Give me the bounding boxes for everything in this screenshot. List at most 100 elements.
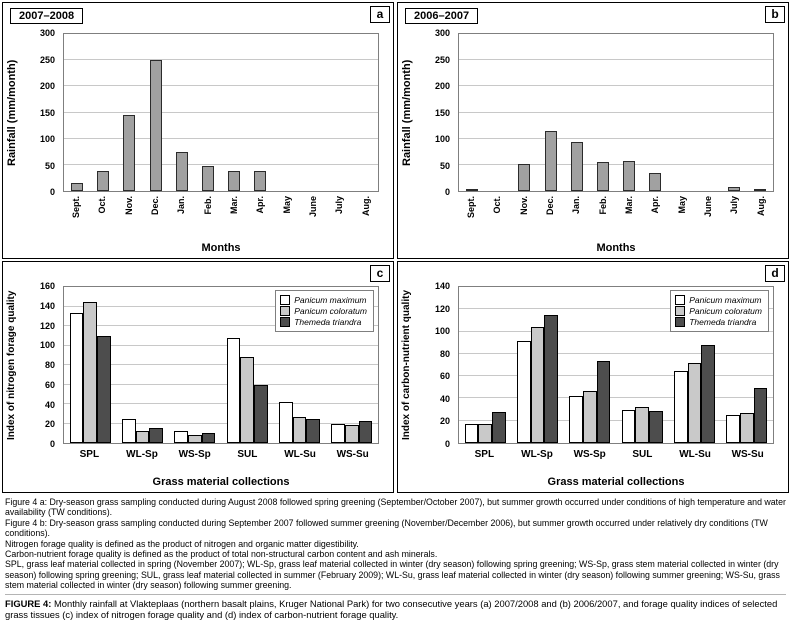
x-tick: Dec. — [142, 194, 168, 234]
bar — [649, 173, 662, 191]
caption-note-b: Figure 4 b: Dry-season grass sampling co… — [5, 517, 768, 539]
legend-label: Panicum coloratum — [294, 306, 367, 316]
bar — [596, 360, 611, 443]
bar — [701, 344, 715, 443]
bars — [64, 34, 378, 191]
bar — [254, 171, 267, 191]
chart-b-x-ticks: Sept. Oct. Nov. Dec. Jan. Feb. Mar. Apr. May June… — [458, 194, 774, 234]
bar — [97, 171, 110, 191]
x-tick: Aug. — [748, 194, 774, 234]
bar — [135, 431, 150, 443]
legend: Panicum maximum Panicum coloratum Themeda … — [670, 290, 769, 332]
x-tick: June — [695, 194, 721, 234]
x-tick: July — [326, 194, 352, 234]
bar — [544, 314, 558, 443]
bar — [331, 424, 345, 443]
chart-b-year-label: 2006–2007 — [405, 8, 479, 24]
chart-a-year-label: 2007–2008 — [10, 8, 84, 24]
bar — [201, 433, 216, 443]
y-tick-label: 0 — [444, 439, 450, 449]
bar-group-WL-Sp — [116, 287, 168, 443]
chart-d-y-axis-title: Index of carbon-nutrient quality — [401, 290, 412, 441]
legend-swatch — [675, 317, 686, 327]
chart-a-y-axis-title: Rainfall (mm/month) — [6, 59, 18, 166]
bar — [478, 424, 492, 443]
gridline — [64, 111, 378, 113]
bar — [71, 183, 84, 191]
x-tick-label: Jan. — [571, 196, 582, 215]
y-tick-label: 50 — [439, 160, 450, 171]
x-tick-label: WL-Sp — [126, 449, 158, 460]
y-tick-label: 40 — [439, 393, 450, 404]
gridline — [459, 397, 773, 399]
bar — [621, 409, 636, 443]
bar-group-SUL — [616, 287, 668, 443]
legend-swatch — [675, 295, 686, 305]
gridline — [459, 85, 773, 87]
x-tick: SPL — [63, 447, 116, 462]
bar — [753, 189, 766, 191]
x-tick: WL-Su — [669, 447, 722, 462]
bar-group-SUL — [221, 287, 273, 443]
chart-d-x-axis-title: Grass material collections — [547, 476, 685, 488]
chart-a-x-axis-title: Months — [201, 242, 241, 254]
bar-group-Nov — [116, 34, 142, 191]
bar-group-July — [326, 34, 352, 191]
bar — [228, 171, 241, 191]
x-tick: Jan. — [563, 194, 589, 234]
bar — [491, 411, 506, 443]
bar — [464, 424, 479, 443]
gridline — [459, 163, 773, 165]
x-tick: Apr. — [642, 194, 668, 234]
bar-group-Aug — [352, 34, 378, 191]
chart-panel-c: c Index of nitrogen forage quality 0 20 40… — [2, 261, 394, 493]
bar-group-Dec — [538, 34, 564, 191]
x-tick-label: Dec. — [150, 196, 161, 216]
y-tick-label: 0 — [49, 439, 55, 449]
x-tick: July — [721, 194, 747, 234]
chart-d-x-ticks: SPL WL-Sp WS-Sp SUL WL-Su WS-Su — [458, 447, 774, 462]
caption-note-a: Figure 4 a: Dry-season grass sampling co… — [5, 497, 786, 518]
y-tick-label: 20 — [44, 419, 55, 430]
gridline — [64, 403, 378, 404]
bar-group-Jan — [564, 34, 590, 191]
y-tick-label: 300 — [434, 28, 450, 38]
x-tick-label: Apr. — [650, 196, 661, 214]
legend-swatch — [280, 317, 291, 327]
x-tick-label: WS-Su — [731, 449, 764, 460]
figure-title-text: Monthly rainfall at Vlakteplaas (norther… — [5, 597, 778, 620]
bar — [583, 390, 597, 443]
y-tick-label: 80 — [439, 348, 450, 359]
chart-d-plot-area: Panicum maximum Panicum coloratum Themeda … — [458, 286, 774, 444]
x-tick-label: SUL — [632, 449, 653, 460]
bar-group-Dec — [143, 34, 169, 191]
x-tick-label: Feb. — [202, 196, 213, 215]
figure-caption: Figure 4 a: Dry-season grass sampling co… — [5, 497, 786, 620]
x-tick: WL-Su — [274, 447, 327, 462]
bar-group-WS-Su — [721, 287, 773, 443]
y-tick-label: 140 — [39, 300, 55, 311]
gridline — [459, 111, 773, 113]
x-tick: Feb. — [195, 194, 221, 234]
chart-c-y-axis-title: Index of nitrogen forage quality — [6, 290, 17, 440]
gridline — [459, 137, 773, 139]
y-tick-label: 200 — [434, 81, 450, 91]
gridline — [64, 325, 378, 326]
x-tick: WL-Sp — [116, 447, 169, 462]
x-tick-label: WS-Su — [336, 449, 369, 460]
x-tick: SUL — [616, 447, 669, 462]
bar — [174, 431, 189, 443]
bar-group-June — [695, 34, 721, 191]
x-tick: Aug. — [353, 194, 379, 234]
bar-group-Feb — [590, 34, 616, 191]
bar-group-Mar — [616, 34, 642, 191]
bar-group-Sept — [459, 34, 485, 191]
bar-group-WL-Su — [273, 287, 325, 443]
y-tick-label: 120 — [39, 320, 55, 331]
x-tick: Nov. — [511, 194, 537, 234]
bar — [518, 163, 531, 191]
bar — [727, 186, 740, 191]
bar — [570, 141, 583, 191]
gridline — [459, 352, 773, 354]
y-tick-label: 250 — [39, 54, 55, 65]
